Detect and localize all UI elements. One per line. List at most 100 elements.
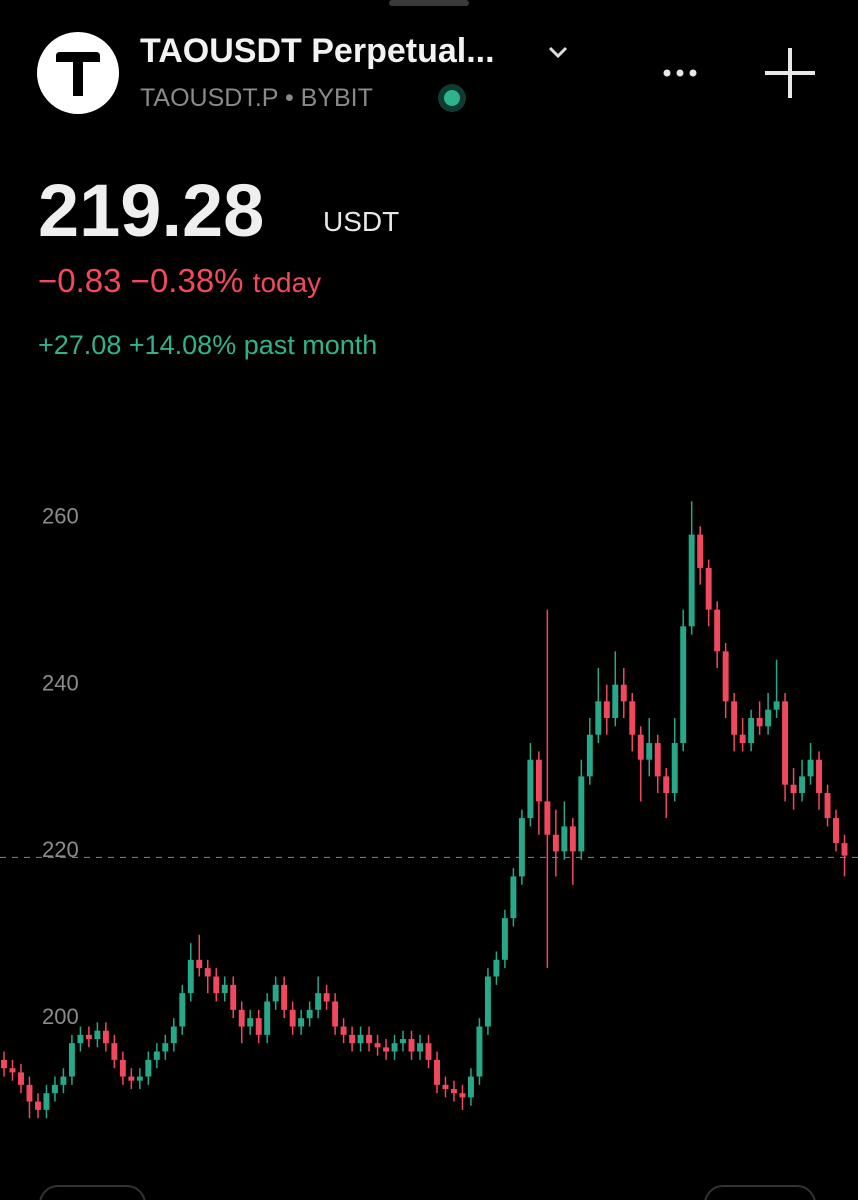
candle-body [111,1043,118,1060]
candle-body [501,918,508,960]
candle-body [731,701,738,735]
candle-body [748,718,755,744]
candle-body [289,1009,296,1027]
candle-body [94,1030,101,1040]
candle-body [340,1026,347,1035]
change-today: −0.83 −0.38% today [38,262,321,300]
candle-body [85,1034,92,1040]
candle-body [714,609,721,652]
title[interactable]: TAOUSDT Perpetual... [140,32,495,70]
candle-body [535,759,542,802]
candle-body [357,1034,364,1044]
candle-body [782,701,789,785]
candle-body [18,1072,24,1085]
candle-body [773,701,780,710]
candle-body [77,1034,84,1044]
candle-body [663,776,670,794]
candle-body [255,1018,262,1035]
candle-body [43,1093,50,1110]
candle-body [264,1001,271,1035]
candle-body [484,976,491,1027]
exchange: BYBIT [300,84,373,112]
candle-body [400,1039,407,1044]
candle-body [60,1076,67,1085]
candle-body [637,734,644,760]
candle-body [561,826,568,852]
candle-body [323,993,330,1002]
candle-body [688,534,695,627]
candle-body [51,1084,58,1094]
candle-body [136,1076,143,1081]
candle-body [841,843,848,856]
change-abs: −0.83 [38,262,122,299]
candle-body [272,984,279,1002]
candle-body [510,876,517,919]
change-label: today [252,267,322,298]
currency: USDT [323,206,400,237]
candle-body [552,834,559,852]
candle-body [799,776,806,794]
candle-body [586,734,593,777]
candle-body [544,801,551,835]
candle-body [213,976,220,994]
y-tick-label: 240 [42,670,79,695]
bottom-button[interactable] [39,1185,146,1200]
candle-body [442,1084,449,1090]
notch [389,0,469,6]
candle-body [238,1009,245,1027]
candle-body [391,1043,398,1052]
y-tick-label: 200 [42,1004,79,1029]
bottom-button[interactable] [704,1185,816,1200]
candle-body [374,1043,381,1048]
price: 219.28 [38,169,265,252]
candle-body [739,734,746,744]
candle-body [612,684,619,719]
candle-body [493,959,500,977]
candle-body [179,993,186,1027]
candle-body [527,759,534,819]
candle-body [34,1101,41,1110]
candle-body [162,1043,169,1052]
candle-body [366,1034,373,1044]
candle-body [603,701,610,719]
dropdown-icon[interactable] [548,46,568,59]
candle-body [459,1093,466,1098]
candle-body [467,1076,474,1098]
candle-body [824,793,831,819]
candle-body [569,826,576,852]
candle-body [620,684,627,702]
candle-body [128,1076,135,1081]
status-dot [444,90,460,106]
candle-body [816,759,823,794]
symbol: TAOUSDT.P [140,84,278,112]
candle-body [756,718,763,727]
candle-body [281,984,288,1010]
candle-body [671,743,678,794]
candle-body [408,1039,415,1052]
candle-body [306,1009,313,1019]
candle-body [578,776,585,852]
candle-body [332,1001,339,1027]
candle-body [629,701,636,735]
candle-body [476,1026,483,1077]
candle-body [221,984,228,994]
candle-body [765,709,772,727]
candle-body [315,993,322,1010]
candle-body [434,1059,440,1085]
y-tick-label: 260 [42,504,79,529]
candle-body [807,759,814,777]
logo-glyph [56,52,100,96]
add-icon[interactable] [765,48,815,98]
change-label: past month [243,330,378,360]
change-month: +27.08 +14.08% past month [38,330,377,361]
candle-body [26,1084,33,1102]
candle-body [153,1051,160,1060]
candle-body [102,1030,109,1044]
candle-body [119,1059,126,1077]
candle-body [654,743,661,777]
candle-body [680,626,687,744]
candle-body [383,1047,390,1052]
candle-body [9,1068,16,1073]
more-icon[interactable] [663,69,697,77]
